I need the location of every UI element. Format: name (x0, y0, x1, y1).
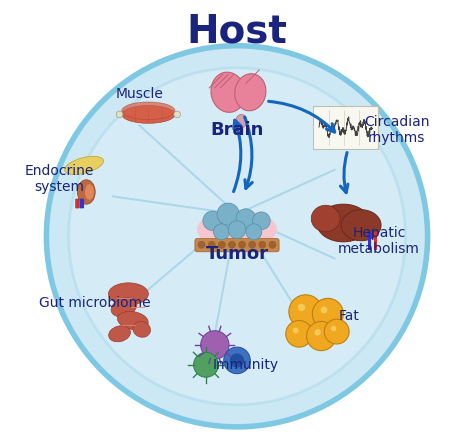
FancyBboxPatch shape (80, 198, 84, 208)
Circle shape (228, 221, 246, 239)
Circle shape (224, 347, 250, 374)
Circle shape (324, 319, 349, 344)
Circle shape (238, 241, 246, 248)
Ellipse shape (341, 210, 381, 241)
Circle shape (289, 295, 322, 329)
Ellipse shape (211, 72, 246, 112)
Text: Immunity: Immunity (213, 358, 279, 372)
Circle shape (230, 353, 244, 368)
Ellipse shape (77, 180, 95, 204)
Ellipse shape (174, 111, 181, 118)
Circle shape (331, 326, 337, 331)
Ellipse shape (85, 184, 94, 200)
Circle shape (293, 327, 299, 334)
Ellipse shape (197, 210, 277, 250)
Circle shape (236, 209, 255, 228)
Circle shape (269, 241, 276, 248)
Circle shape (286, 321, 312, 347)
Ellipse shape (235, 74, 266, 111)
Ellipse shape (311, 205, 340, 232)
Circle shape (198, 241, 205, 248)
FancyBboxPatch shape (313, 107, 378, 149)
Circle shape (208, 241, 215, 248)
Circle shape (69, 68, 405, 405)
Circle shape (246, 224, 262, 240)
Circle shape (217, 203, 239, 225)
Text: Endocrine
system: Endocrine system (25, 164, 94, 194)
Text: Tumor: Tumor (206, 245, 268, 263)
FancyBboxPatch shape (75, 198, 80, 208)
FancyBboxPatch shape (195, 239, 279, 252)
Text: Gut microbiome: Gut microbiome (39, 296, 151, 310)
Circle shape (320, 306, 328, 314)
Ellipse shape (122, 102, 175, 120)
Circle shape (201, 330, 229, 359)
Text: Hepatic
metabolism: Hepatic metabolism (338, 226, 420, 256)
Circle shape (307, 322, 336, 351)
Ellipse shape (109, 283, 148, 305)
Ellipse shape (109, 326, 130, 342)
Circle shape (203, 211, 222, 231)
Circle shape (312, 298, 343, 330)
Circle shape (218, 241, 225, 248)
Ellipse shape (118, 311, 148, 330)
Ellipse shape (111, 298, 137, 317)
Text: Muscle: Muscle (116, 87, 164, 102)
Circle shape (259, 241, 266, 248)
Text: Fat: Fat (339, 309, 360, 323)
Ellipse shape (133, 322, 150, 337)
Circle shape (314, 329, 321, 335)
Text: Host: Host (187, 12, 287, 50)
FancyBboxPatch shape (368, 232, 371, 250)
Circle shape (46, 45, 428, 427)
Text: Brain: Brain (210, 121, 264, 139)
Ellipse shape (116, 111, 123, 118)
Circle shape (228, 241, 236, 248)
Circle shape (253, 212, 270, 230)
Ellipse shape (317, 204, 370, 242)
Ellipse shape (65, 156, 103, 174)
Ellipse shape (236, 115, 247, 128)
Circle shape (249, 241, 256, 248)
Ellipse shape (122, 106, 175, 123)
Text: Circadian
rhythms: Circadian rhythms (364, 115, 429, 145)
Circle shape (213, 224, 229, 240)
Circle shape (298, 304, 305, 311)
Circle shape (193, 352, 219, 377)
FancyBboxPatch shape (374, 232, 377, 250)
